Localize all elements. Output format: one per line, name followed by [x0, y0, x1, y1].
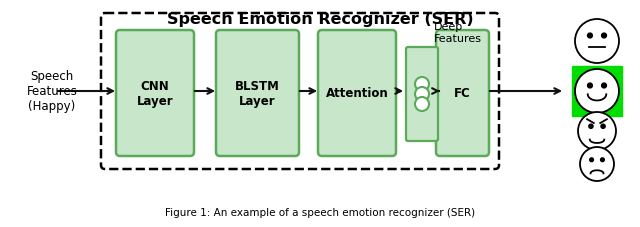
- Circle shape: [415, 88, 429, 101]
- Text: Attention: Attention: [326, 87, 388, 100]
- Circle shape: [589, 125, 593, 129]
- Bar: [572, 67, 622, 117]
- Circle shape: [602, 34, 607, 39]
- Text: Speech Emotion Recognizer (SER): Speech Emotion Recognizer (SER): [166, 12, 474, 27]
- Text: Deep
Features: Deep Features: [434, 22, 482, 43]
- FancyBboxPatch shape: [116, 31, 194, 156]
- Text: BLSTM
Layer: BLSTM Layer: [235, 80, 280, 108]
- Circle shape: [575, 20, 619, 64]
- Text: Speech
Features
(Happy): Speech Features (Happy): [27, 70, 77, 113]
- Circle shape: [602, 84, 607, 89]
- Circle shape: [415, 78, 429, 92]
- Circle shape: [415, 98, 429, 111]
- Text: Figure 1: An example of a speech emotion recognizer (SER): Figure 1: An example of a speech emotion…: [165, 207, 475, 217]
- FancyBboxPatch shape: [318, 31, 396, 156]
- Circle shape: [575, 70, 619, 114]
- FancyBboxPatch shape: [406, 48, 438, 141]
- FancyBboxPatch shape: [436, 31, 489, 156]
- FancyBboxPatch shape: [101, 14, 499, 169]
- Text: CNN
Layer: CNN Layer: [137, 80, 173, 108]
- Circle shape: [588, 34, 593, 39]
- Circle shape: [600, 158, 604, 162]
- Circle shape: [589, 158, 593, 162]
- Circle shape: [578, 113, 616, 150]
- FancyBboxPatch shape: [216, 31, 299, 156]
- Circle shape: [601, 125, 605, 129]
- Circle shape: [580, 147, 614, 181]
- Text: FC: FC: [454, 87, 471, 100]
- Circle shape: [588, 84, 593, 89]
